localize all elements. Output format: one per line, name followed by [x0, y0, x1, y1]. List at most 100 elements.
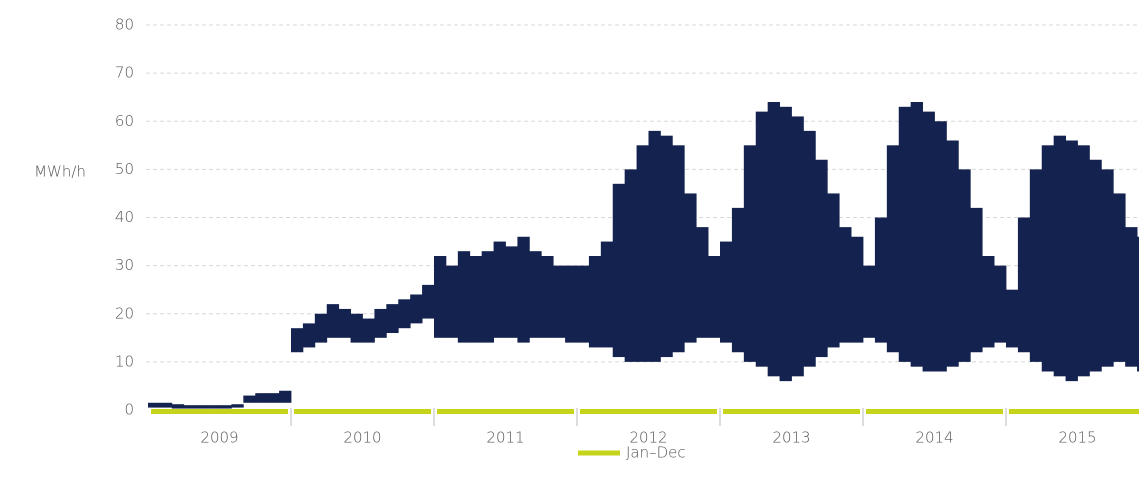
range-column — [386, 304, 399, 333]
range-column — [839, 227, 852, 343]
range-column — [1065, 140, 1078, 382]
range-column — [612, 183, 626, 358]
range-column — [672, 145, 685, 353]
range-column — [314, 313, 328, 343]
range-column — [445, 265, 459, 338]
range-column — [338, 308, 351, 338]
range-column — [874, 217, 888, 343]
range-column — [1006, 289, 1019, 348]
range-column — [1125, 227, 1138, 367]
range-column — [660, 135, 673, 358]
range-column — [517, 236, 530, 343]
range-column — [577, 265, 590, 343]
period-bar — [723, 409, 860, 414]
period-bar — [866, 409, 1003, 414]
range-column — [588, 256, 602, 348]
range-column — [1053, 135, 1066, 377]
range-column — [720, 241, 733, 343]
range-column — [743, 145, 757, 362]
range-column — [207, 405, 220, 409]
range-column — [398, 299, 411, 329]
period-bar — [151, 409, 288, 414]
y-tick-label: 10 — [115, 352, 134, 370]
range-column — [1017, 217, 1031, 353]
range-column — [1041, 145, 1055, 372]
range-column — [159, 402, 173, 408]
range-column — [994, 265, 1007, 343]
range-column — [195, 405, 208, 409]
range-column — [696, 227, 709, 338]
y-tick-label: 80 — [115, 16, 134, 34]
x-tick-label: 2009 — [200, 429, 238, 447]
range-column — [219, 405, 232, 409]
y-tick-label: 50 — [115, 160, 134, 178]
range-column — [493, 241, 506, 338]
range-column — [827, 193, 840, 348]
y-tick-label: 20 — [115, 304, 134, 322]
range-column — [374, 308, 387, 338]
range-column — [1137, 236, 1139, 372]
range-column — [1101, 169, 1114, 367]
range-column — [898, 106, 912, 362]
y-axis-label: MWh/h — [34, 163, 86, 181]
range-column — [731, 207, 745, 353]
range-column — [600, 241, 614, 348]
range-column — [624, 169, 637, 362]
range-column — [779, 106, 792, 382]
y-tick-label: 70 — [115, 64, 134, 82]
x-tick-label: 2010 — [343, 429, 381, 447]
legend-label: Jan–Dec — [626, 444, 686, 462]
range-column — [767, 102, 780, 377]
range-column — [326, 304, 340, 338]
range-column — [1113, 193, 1126, 362]
period-bar — [580, 409, 717, 414]
y-tick-label: 0 — [124, 401, 134, 419]
range-column — [255, 393, 268, 403]
period-bar — [437, 409, 574, 414]
range-column — [422, 284, 435, 319]
range-column — [481, 251, 494, 343]
range-column — [815, 159, 828, 358]
range-column — [434, 256, 447, 338]
range-column — [851, 236, 864, 343]
range-column — [565, 265, 578, 343]
range-column — [541, 256, 554, 338]
range-column — [922, 111, 935, 372]
range-column — [755, 111, 769, 367]
range-column — [302, 323, 316, 348]
range-column — [362, 318, 375, 343]
y-tick-label: 30 — [115, 256, 134, 274]
range-column — [505, 246, 518, 338]
x-tick-label: 2012 — [629, 429, 667, 447]
y-tick-label: 60 — [115, 112, 134, 130]
range-column — [886, 145, 900, 353]
range-column — [684, 193, 697, 343]
range-column — [529, 251, 542, 338]
range-column — [148, 402, 161, 408]
range-column — [910, 102, 923, 367]
range-column — [171, 404, 185, 409]
range-column — [1089, 159, 1102, 372]
range-column — [791, 116, 804, 377]
range-column — [291, 328, 304, 353]
x-tick-label: 2014 — [915, 429, 953, 447]
range-column — [934, 121, 947, 372]
range-column — [1077, 145, 1090, 377]
range-column — [231, 404, 244, 408]
range-column — [636, 145, 649, 362]
range-column — [469, 256, 483, 343]
range-column — [279, 390, 292, 403]
range-column — [803, 130, 816, 367]
range-column — [553, 265, 566, 338]
range-column — [648, 130, 661, 362]
range-column — [267, 393, 280, 403]
range-column — [970, 207, 983, 353]
range-column — [183, 405, 197, 409]
period-bar — [294, 409, 431, 414]
range-column — [958, 169, 971, 362]
x-tick-label: 2015 — [1058, 429, 1096, 447]
x-tick-label: 2011 — [486, 429, 524, 447]
range-column — [708, 256, 721, 338]
range-column — [946, 140, 959, 367]
